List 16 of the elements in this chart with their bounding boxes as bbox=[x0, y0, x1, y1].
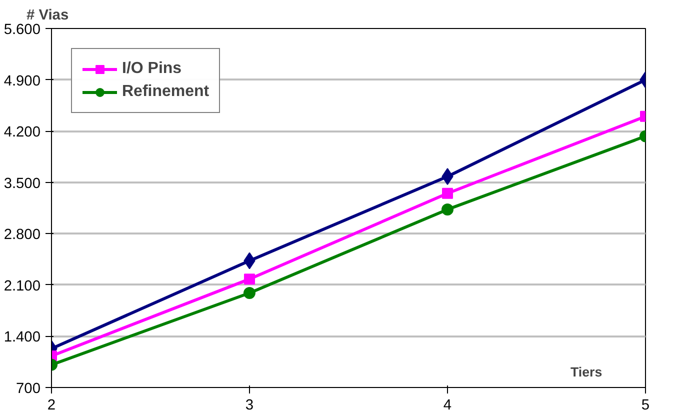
y-tick-label: 4.900 bbox=[4, 73, 41, 90]
x-tick-label: 2 bbox=[47, 398, 56, 414]
x-tick-label: 5 bbox=[641, 398, 650, 414]
x-tick-label: 3 bbox=[245, 398, 254, 414]
y-tick-label: 3.500 bbox=[4, 176, 41, 192]
legend-label: I/O Pins bbox=[122, 60, 182, 78]
y-tick-label: 4.200 bbox=[4, 124, 41, 141]
legend-label: Refinement bbox=[122, 83, 210, 101]
x-axis-title: Tiers bbox=[570, 364, 602, 380]
y-tick-label: 2.100 bbox=[4, 278, 41, 294]
y-tick-label: 5.600 bbox=[4, 22, 41, 38]
x-tick-label: 4 bbox=[443, 398, 452, 414]
y-axis-title: # Vias bbox=[26, 8, 69, 24]
y-tick-label: 700 bbox=[16, 381, 41, 397]
y-tick-label: 1.400 bbox=[4, 330, 41, 346]
y-tick-label: 2.800 bbox=[4, 227, 41, 244]
